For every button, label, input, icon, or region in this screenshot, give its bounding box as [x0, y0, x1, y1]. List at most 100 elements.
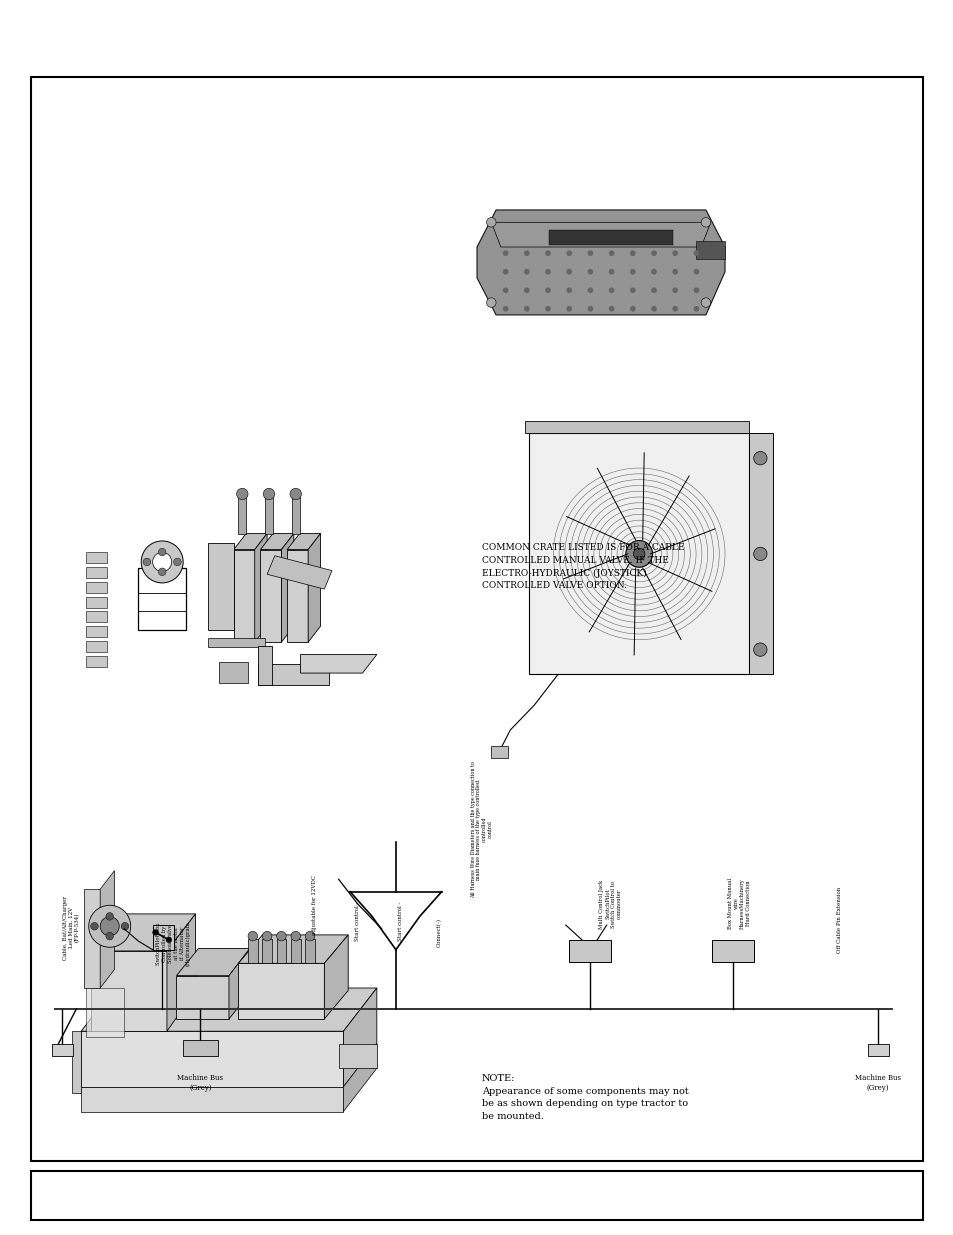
Circle shape — [651, 251, 657, 256]
Circle shape — [700, 217, 710, 227]
Polygon shape — [238, 963, 324, 1019]
Circle shape — [629, 269, 635, 274]
Circle shape — [173, 558, 181, 566]
Circle shape — [143, 558, 151, 566]
Bar — [696, 241, 724, 259]
Polygon shape — [257, 664, 329, 685]
Circle shape — [121, 923, 129, 930]
Circle shape — [502, 306, 508, 311]
Circle shape — [629, 288, 635, 293]
Bar — [305, 939, 314, 963]
Circle shape — [486, 217, 496, 227]
Circle shape — [486, 298, 496, 308]
Circle shape — [502, 251, 508, 256]
Circle shape — [753, 547, 766, 561]
Circle shape — [651, 288, 657, 293]
Circle shape — [106, 913, 113, 920]
Circle shape — [262, 931, 272, 941]
Polygon shape — [84, 889, 100, 988]
Bar — [711, 940, 753, 962]
Polygon shape — [208, 543, 233, 630]
Text: SwitchPilot Box
Controlled by
Solenoid valve
at the motor
if Alternator
(Hydraul: SwitchPilot Box Controlled by Solenoid v… — [156, 921, 191, 966]
Text: Machine Bus
(Grey): Machine Bus (Grey) — [854, 1074, 900, 1092]
Polygon shape — [343, 1044, 376, 1112]
Circle shape — [276, 931, 286, 941]
Circle shape — [672, 251, 678, 256]
Circle shape — [672, 288, 678, 293]
Circle shape — [544, 306, 550, 311]
Bar — [208, 638, 265, 647]
Polygon shape — [254, 534, 267, 642]
Polygon shape — [233, 534, 267, 550]
Polygon shape — [176, 976, 229, 1019]
Bar — [86, 582, 107, 593]
Text: adjustable for 12VDC: adjustable for 12VDC — [312, 874, 317, 935]
Polygon shape — [219, 662, 248, 683]
Bar — [238, 496, 246, 534]
Polygon shape — [491, 222, 710, 247]
Polygon shape — [91, 951, 167, 1031]
Bar — [86, 656, 107, 667]
Text: Connect(-): Connect(-) — [436, 919, 441, 947]
Polygon shape — [81, 1087, 343, 1112]
Circle shape — [629, 306, 635, 311]
Polygon shape — [338, 1044, 376, 1068]
Bar — [491, 746, 508, 758]
Circle shape — [523, 251, 529, 256]
Circle shape — [608, 269, 614, 274]
Circle shape — [587, 288, 593, 293]
Polygon shape — [324, 935, 348, 1019]
Text: Off Cable Pin Extension: Off Cable Pin Extension — [836, 887, 841, 953]
Circle shape — [566, 251, 572, 256]
Circle shape — [152, 930, 158, 935]
Circle shape — [566, 306, 572, 311]
Circle shape — [651, 306, 657, 311]
Polygon shape — [100, 871, 114, 988]
Circle shape — [629, 251, 635, 256]
Polygon shape — [81, 988, 376, 1031]
Polygon shape — [260, 534, 294, 550]
Circle shape — [608, 251, 614, 256]
Circle shape — [608, 306, 614, 311]
Circle shape — [263, 488, 274, 500]
Circle shape — [693, 288, 699, 293]
Bar — [291, 939, 300, 963]
Bar — [52, 1044, 73, 1056]
Text: NOTE:
Appearance of some components may not
be as shown depending on type tracto: NOTE: Appearance of some components may … — [481, 1074, 688, 1121]
Polygon shape — [229, 948, 250, 1019]
Circle shape — [608, 288, 614, 293]
Circle shape — [544, 251, 550, 256]
Bar — [183, 1040, 217, 1056]
Circle shape — [672, 269, 678, 274]
Circle shape — [753, 643, 766, 656]
Circle shape — [152, 552, 172, 572]
Bar — [265, 496, 273, 534]
Polygon shape — [343, 988, 376, 1087]
Bar — [86, 552, 107, 563]
Polygon shape — [300, 655, 376, 673]
Bar — [86, 626, 107, 637]
Polygon shape — [81, 1031, 343, 1087]
Bar — [30, 1171, 923, 1220]
Circle shape — [106, 932, 113, 940]
Circle shape — [587, 251, 593, 256]
Bar — [86, 597, 107, 608]
Text: Box Mount Manual
wire
HarnessMachinery
Hard Connection: Box Mount Manual wire HarnessMachinery H… — [727, 878, 750, 929]
Circle shape — [672, 306, 678, 311]
Text: Start control -: Start control - — [397, 902, 403, 941]
Bar — [276, 939, 286, 963]
Circle shape — [700, 298, 710, 308]
Bar — [867, 1044, 888, 1056]
Circle shape — [248, 931, 257, 941]
Bar — [529, 433, 748, 674]
Circle shape — [693, 306, 699, 311]
Circle shape — [587, 269, 593, 274]
Circle shape — [141, 541, 183, 583]
Text: Machine Bus
(Grey): Machine Bus (Grey) — [177, 1074, 223, 1092]
Polygon shape — [71, 1031, 81, 1093]
Circle shape — [566, 269, 572, 274]
Polygon shape — [238, 935, 348, 963]
Bar — [30, 77, 923, 1161]
Circle shape — [523, 306, 529, 311]
Circle shape — [166, 937, 172, 942]
